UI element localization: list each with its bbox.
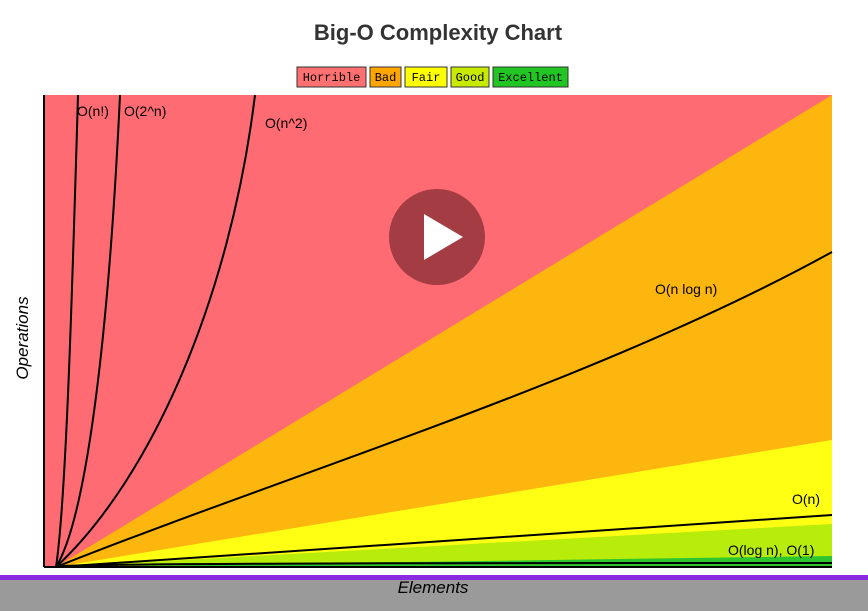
region-bad	[56, 95, 832, 567]
x-axis-label: Elements	[398, 578, 469, 597]
curve-nlogn	[55, 251, 833, 568]
curve-label: O(n!)	[77, 103, 109, 119]
curve-quadratic	[55, 94, 256, 568]
curve-log	[55, 562, 833, 567]
legend-label: Good	[456, 71, 485, 85]
legend-label: Excellent	[498, 71, 563, 85]
curve-label: O(log n), O(1)	[728, 542, 814, 558]
curve-linear	[55, 514, 833, 568]
curve-label: O(n log n)	[655, 281, 717, 297]
legend-swatch	[369, 66, 402, 88]
plot-area: O(n!) O(2^n) O(n^2) O(n log n) O(n) O(lo…	[43, 94, 833, 568]
legend: Horrible Bad Fair Good Excellent	[296, 66, 569, 88]
curve-label: O(n^2)	[265, 115, 307, 131]
control-bar	[0, 580, 868, 611]
legend-label: Horrible	[303, 71, 361, 85]
legend-swatch	[492, 66, 569, 88]
chart-title: Big-O Complexity Chart	[314, 20, 563, 45]
play-button[interactable]	[389, 189, 485, 285]
region-good	[56, 524, 832, 567]
y-axis-label: Operations	[13, 296, 32, 380]
play-icon[interactable]	[424, 214, 463, 260]
legend-label: Fair	[412, 71, 441, 85]
legend-swatch	[450, 66, 490, 88]
progress-bar[interactable]	[0, 575, 868, 580]
curve-label: O(n)	[792, 491, 820, 507]
legend-label: Bad	[375, 71, 397, 85]
legend-swatch	[404, 66, 448, 88]
curve-exponential	[55, 94, 121, 568]
curve-factorial	[55, 94, 79, 568]
curve-label: O(2^n)	[124, 103, 166, 119]
legend-swatch	[296, 66, 367, 88]
